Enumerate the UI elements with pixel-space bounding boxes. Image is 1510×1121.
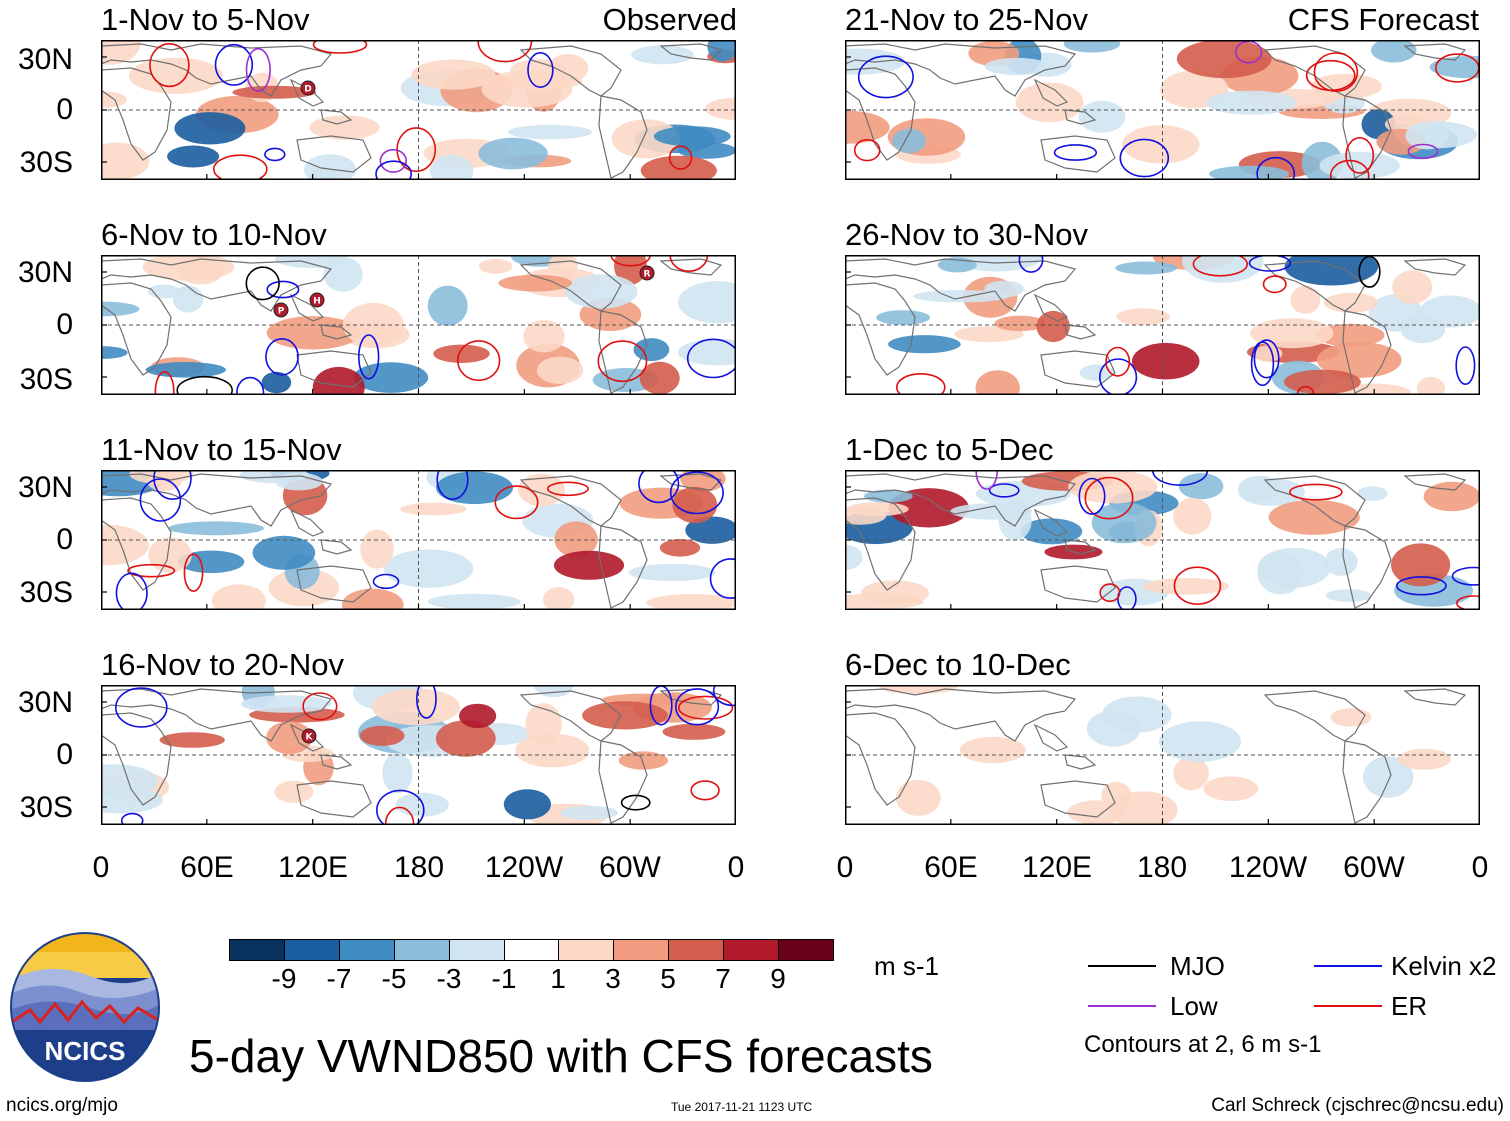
colorbar-label-p5: 5 — [660, 963, 676, 994]
xlabel-right-60e: 60E — [924, 851, 978, 884]
storm-marker-icon: H — [309, 292, 325, 308]
legend-low-label: Low — [1170, 991, 1218, 1021]
colorbar-unit: m s-1 — [874, 951, 939, 981]
figure-title: 5-day VWND850 with CFS forecasts — [189, 1030, 933, 1082]
legend-kelvin-line — [1314, 965, 1382, 967]
colorbar-swatch — [393, 939, 450, 961]
ylabel-30n-4: 30N — [17, 686, 73, 719]
storm-marker-icon: R — [639, 265, 655, 281]
svg-text:K: K — [306, 733, 314, 743]
colorbar-label-m3: -3 — [436, 963, 462, 994]
panel-title-fc-3: 1-Dec to 5-Dec — [845, 432, 1054, 467]
legend-er-line — [1314, 1005, 1382, 1007]
map-panel-fc-4 — [845, 685, 1480, 825]
panel-title-obs-1: 1-Nov to 5-Nov — [101, 2, 310, 37]
xlabel-right-120w: 120W — [1228, 851, 1308, 884]
xlabel-right-360: 0 — [1471, 851, 1489, 884]
xlabel-right-120e: 120E — [1021, 851, 1093, 884]
legend-mjo-label: MJO — [1170, 951, 1225, 981]
panel-title-obs-2: 6-Nov to 10-Nov — [101, 217, 327, 252]
observed-label: Observed — [602, 2, 737, 37]
legend-mjo-line — [1088, 965, 1156, 967]
ylabel-30s-3: 30S — [19, 576, 73, 609]
ylabel-30s-4: 30S — [19, 791, 73, 824]
svg-text:R: R — [644, 270, 651, 280]
colorbar-swatch — [229, 939, 285, 961]
ylabel-eq-4: 0 — [56, 738, 73, 771]
panel-title-fc-2: 26-Nov to 30-Nov — [845, 217, 1088, 252]
map-panel-fc-3 — [845, 470, 1480, 610]
xlabel-left-60e: 60E — [180, 851, 234, 884]
ncics-logo: NCICS — [10, 932, 160, 1082]
forecast-label: CFS Forecast — [1287, 2, 1479, 37]
colorbar-label-p9: 9 — [770, 963, 786, 994]
colorbar-label-m1: -1 — [491, 963, 517, 994]
xlabel-left-180: 180 — [393, 851, 445, 884]
xlabel-left-120w: 120W — [484, 851, 564, 884]
colorbar-swatch — [338, 939, 395, 961]
ylabel-eq-1: 0 — [56, 93, 73, 126]
xlabel-left-0: 0 — [92, 851, 110, 884]
map-panel-obs-2: P H R — [101, 255, 736, 395]
logo-text: NCICS — [45, 1036, 126, 1066]
colorbar-label-m9: -9 — [271, 963, 297, 994]
colorbar-label-p1: 1 — [550, 963, 566, 994]
legend-kelvin-label: Kelvin x2 — [1391, 951, 1497, 981]
xlabel-left-120e: 120E — [277, 851, 349, 884]
ylabel-30s-1: 30S — [19, 146, 73, 179]
panel-title-obs-4: 16-Nov to 20-Nov — [101, 647, 344, 682]
colorbar-swatch — [723, 939, 780, 961]
colorbar-label-m7: -7 — [326, 963, 352, 994]
map-panel-obs-4: K — [101, 685, 736, 825]
colorbar-label-m5: -5 — [381, 963, 407, 994]
ylabel-30n-3: 30N — [17, 471, 73, 504]
footer-author: Carl Schreck (cjschrec@ncsu.edu) — [1211, 1095, 1504, 1116]
ylabel-eq-2: 0 — [56, 308, 73, 341]
panel-title-fc-1: 21-Nov to 25-Nov — [845, 2, 1088, 37]
xlabel-left-60w: 60W — [599, 851, 661, 884]
legend-low-line — [1088, 1005, 1156, 1007]
map-panel-fc-2 — [845, 255, 1480, 395]
colorbar-swatch — [778, 939, 834, 961]
map-panel-obs-3 — [101, 470, 736, 610]
colorbar-swatch — [503, 939, 560, 961]
colorbar-label-p7: 7 — [715, 963, 731, 994]
colorbar-label-p3: 3 — [605, 963, 621, 994]
xlabel-right-180: 180 — [1136, 851, 1188, 884]
map-panel-obs-1: D — [101, 40, 736, 180]
panel-title-obs-3: 11-Nov to 15-Nov — [101, 432, 342, 467]
svg-text:D: D — [304, 85, 311, 95]
legend-er-label: ER — [1391, 991, 1428, 1021]
footer-url[interactable]: ncics.org/mjo — [6, 1095, 118, 1116]
colorbar-swatch — [558, 939, 615, 961]
map-panel-fc-1 — [845, 40, 1480, 180]
ylabel-30n-1: 30N — [17, 43, 73, 76]
colorbar-swatch — [283, 939, 340, 961]
storm-marker-icon: D — [300, 80, 316, 96]
colorbar-swatch — [613, 939, 670, 961]
colorbar-swatch — [668, 939, 725, 961]
xlabel-right-0: 0 — [836, 851, 854, 884]
xlabel-right-60w: 60W — [1343, 851, 1405, 884]
footer-timestamp: Tue 2017-11-21 1123 UTC — [671, 1100, 813, 1114]
svg-text:H: H — [313, 297, 321, 307]
colorbar-swatch — [448, 939, 505, 961]
svg-text:P: P — [278, 307, 285, 317]
ylabel-30s-2: 30S — [19, 363, 73, 396]
ylabel-30n-2: 30N — [17, 256, 73, 289]
storm-marker-icon: K — [301, 728, 317, 744]
contours-note: Contours at 2, 6 m s-1 — [1084, 1031, 1322, 1058]
colorbar — [229, 939, 834, 961]
panel-title-fc-4: 6-Dec to 10-Dec — [845, 647, 1071, 682]
xlabel-left-360: 0 — [727, 851, 745, 884]
storm-marker-icon: P — [273, 302, 289, 318]
ylabel-eq-3: 0 — [56, 523, 73, 556]
